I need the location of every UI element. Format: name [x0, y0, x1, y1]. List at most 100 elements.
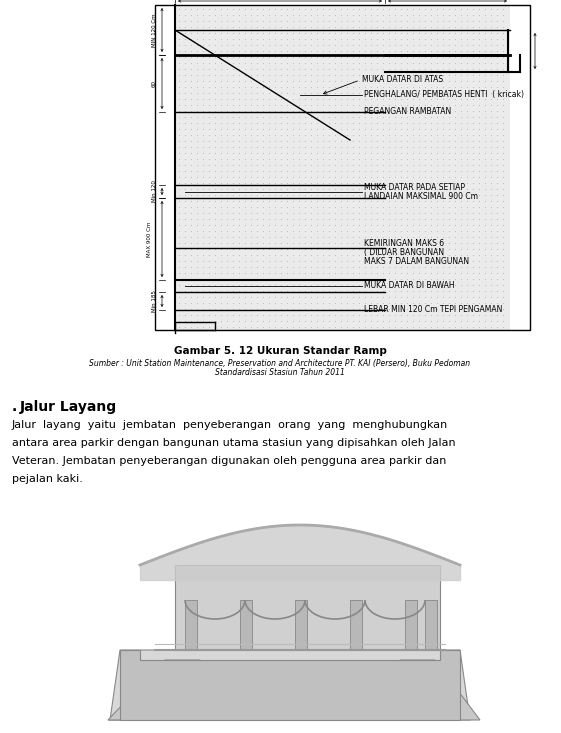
Point: [462, 129, 471, 141]
Point: [468, 87, 477, 99]
Point: [186, 315, 195, 327]
Point: [348, 261, 357, 273]
Point: [366, 165, 375, 177]
Point: [301, 69, 310, 81]
Point: [348, 201, 357, 213]
Point: [283, 279, 292, 291]
Point: [343, 237, 352, 249]
Point: [426, 273, 435, 285]
Point: [343, 27, 352, 39]
Point: [373, 9, 381, 21]
Point: [439, 3, 448, 15]
Point: [439, 159, 448, 171]
Point: [433, 183, 442, 195]
Point: [361, 135, 370, 147]
Point: [415, 3, 424, 15]
Point: [486, 117, 495, 129]
Point: [330, 321, 339, 333]
Point: [481, 21, 490, 33]
Point: [337, 237, 346, 249]
Point: [343, 195, 352, 207]
Point: [337, 255, 346, 267]
Point: [462, 87, 471, 99]
Point: [379, 219, 388, 231]
Point: [270, 45, 279, 57]
Point: [450, 135, 459, 147]
Point: [295, 3, 304, 15]
Point: [462, 33, 471, 45]
Point: [475, 315, 484, 327]
Point: [288, 153, 297, 165]
Point: [493, 153, 502, 165]
Point: [319, 45, 328, 57]
Point: [246, 243, 255, 255]
Point: [373, 15, 381, 27]
Point: [186, 129, 195, 141]
Point: [384, 63, 393, 75]
Point: [319, 69, 328, 81]
Point: [415, 81, 424, 93]
Point: [277, 225, 286, 237]
Point: [426, 45, 435, 57]
Point: [252, 87, 261, 99]
Point: [246, 171, 255, 183]
Point: [444, 123, 453, 135]
Point: [241, 141, 250, 153]
Point: [343, 33, 352, 45]
Point: [259, 105, 268, 117]
Point: [481, 225, 490, 237]
Point: [277, 147, 286, 159]
Point: [426, 309, 435, 321]
Point: [265, 165, 274, 177]
Point: [499, 15, 508, 27]
Point: [288, 255, 297, 267]
Point: [343, 279, 352, 291]
Point: [421, 285, 430, 297]
Point: [462, 273, 471, 285]
Point: [468, 219, 477, 231]
Point: [283, 177, 292, 189]
Point: [199, 129, 208, 141]
Point: [499, 183, 508, 195]
Point: [301, 45, 310, 57]
Point: [246, 111, 255, 123]
Point: [283, 15, 292, 27]
Point: [301, 39, 310, 51]
Point: [361, 27, 370, 39]
Point: [408, 183, 417, 195]
Point: [228, 231, 237, 243]
Point: [283, 75, 292, 87]
Point: [379, 261, 388, 273]
Point: [499, 117, 508, 129]
Point: [493, 273, 502, 285]
Point: [330, 147, 339, 159]
Text: MAKS 7 DALAM BANGUNAN: MAKS 7 DALAM BANGUNAN: [364, 257, 469, 265]
Point: [330, 177, 339, 189]
Point: [199, 27, 208, 39]
Point: [337, 117, 346, 129]
Point: [426, 141, 435, 153]
Point: [217, 279, 226, 291]
Point: [181, 117, 190, 129]
Polygon shape: [175, 565, 440, 650]
Point: [295, 237, 304, 249]
Point: [421, 75, 430, 87]
Point: [421, 297, 430, 309]
Point: [355, 135, 364, 147]
Point: [457, 111, 466, 123]
Point: [199, 225, 208, 237]
Point: [384, 99, 393, 111]
Point: [288, 69, 297, 81]
Point: [205, 123, 214, 135]
Point: [234, 93, 243, 105]
Point: [475, 39, 484, 51]
Point: [450, 165, 459, 177]
Point: [181, 21, 190, 33]
Point: [181, 45, 190, 57]
Point: [373, 237, 381, 249]
Point: [343, 243, 352, 255]
Point: [234, 159, 243, 171]
Point: [355, 93, 364, 105]
Point: [408, 15, 417, 27]
Point: [475, 27, 484, 39]
